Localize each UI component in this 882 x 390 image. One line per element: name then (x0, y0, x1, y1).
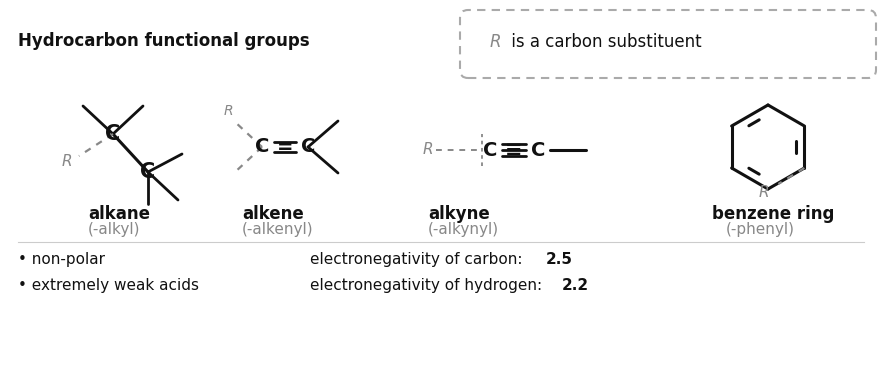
Text: R: R (223, 104, 233, 118)
Text: R: R (62, 154, 72, 170)
Text: electronegativity of hydrogen:: electronegativity of hydrogen: (310, 278, 547, 293)
Text: =: = (277, 138, 293, 156)
Text: (-alkyl): (-alkyl) (88, 222, 140, 237)
Text: C: C (301, 138, 315, 156)
Text: • extremely weak acids: • extremely weak acids (18, 278, 199, 293)
Text: (-alkynyl): (-alkynyl) (428, 222, 499, 237)
Text: • non-polar: • non-polar (18, 252, 105, 267)
Text: alkene: alkene (242, 205, 303, 223)
Text: C: C (482, 140, 497, 160)
Text: ≡: ≡ (505, 140, 523, 160)
Text: R: R (759, 184, 770, 200)
Text: R: R (422, 142, 433, 158)
Text: C: C (105, 124, 121, 144)
Text: Hydrocarbon functional groups: Hydrocarbon functional groups (18, 32, 310, 50)
Text: C: C (255, 138, 269, 156)
Text: electronegativity of carbon:: electronegativity of carbon: (310, 252, 527, 267)
Text: alkane: alkane (88, 205, 150, 223)
Text: C: C (531, 140, 545, 160)
Text: 2.2: 2.2 (562, 278, 589, 293)
Text: is a carbon substituent: is a carbon substituent (506, 33, 701, 51)
Text: (-alkenyl): (-alkenyl) (242, 222, 314, 237)
Text: C: C (140, 162, 155, 182)
Text: benzene ring: benzene ring (712, 205, 834, 223)
Text: alkyne: alkyne (428, 205, 490, 223)
Text: 2.5: 2.5 (546, 252, 573, 267)
Text: (-phenyl): (-phenyl) (726, 222, 795, 237)
Text: R: R (490, 33, 502, 51)
